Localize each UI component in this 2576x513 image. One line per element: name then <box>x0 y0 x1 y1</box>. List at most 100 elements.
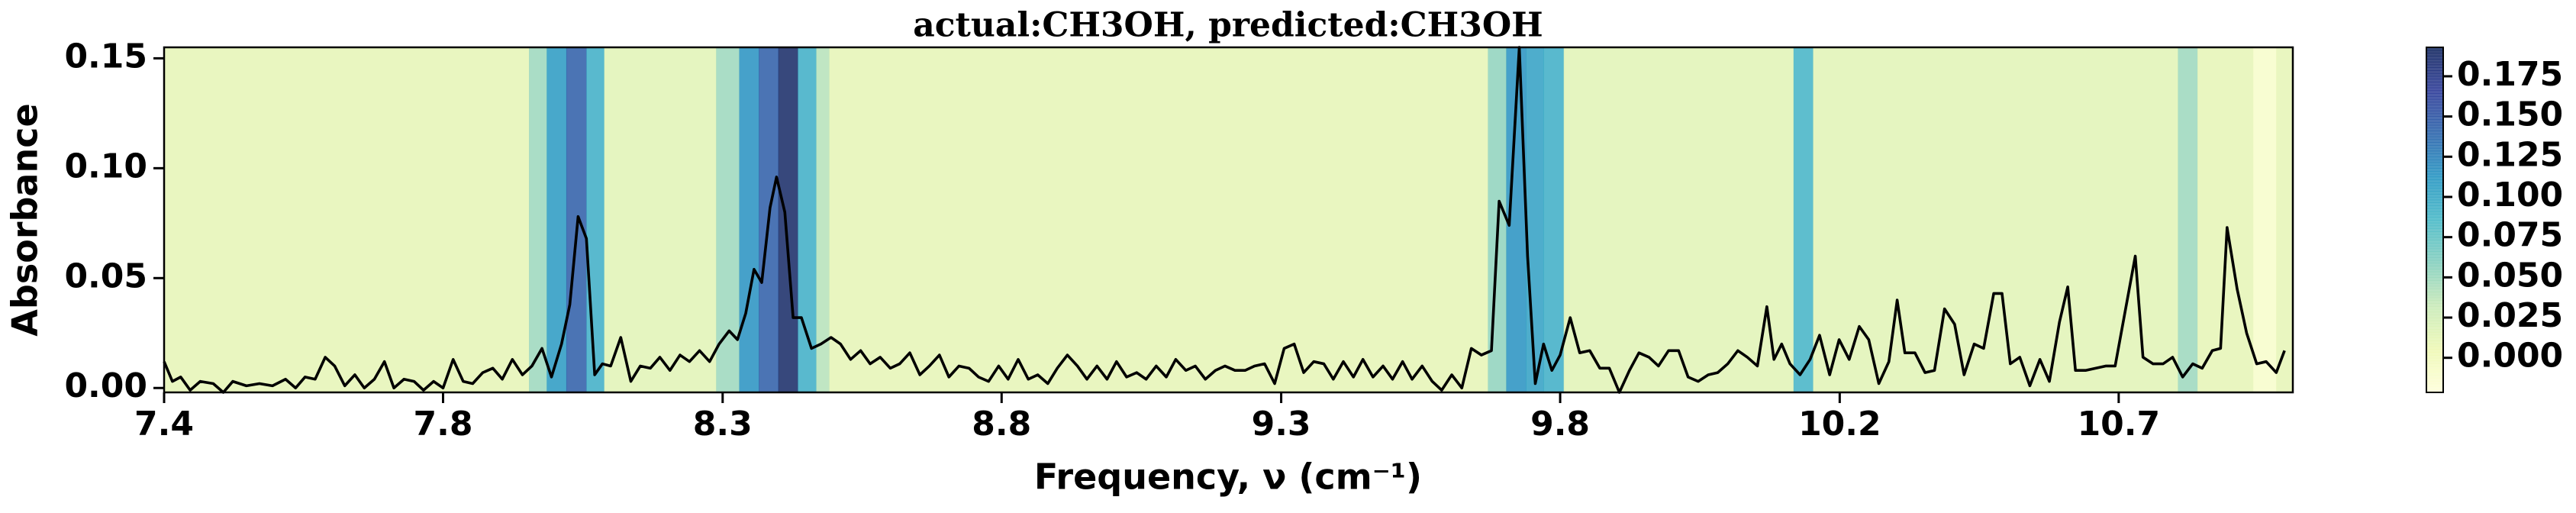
heatmap-band <box>546 47 567 392</box>
heatmap-band <box>604 47 717 392</box>
colorbar-cell <box>2426 53 2443 56</box>
colorbar-cell <box>2426 202 2443 206</box>
x-tick-label: 9.8 <box>1530 405 1590 444</box>
colorbar-cell <box>2426 147 2443 152</box>
colorbar-cell <box>2426 191 2443 195</box>
colorbar-cell <box>2426 326 2443 330</box>
colorbar-cell <box>2426 334 2443 339</box>
colorbar-cell <box>2426 165 2443 169</box>
colorbar-cell <box>2426 96 2443 100</box>
colorbar-cell <box>2426 93 2443 97</box>
colorbar-cell <box>2426 380 2443 385</box>
colorbar-cell <box>2426 145 2443 149</box>
heatmap-band <box>778 47 798 392</box>
data-line <box>163 46 2286 394</box>
colorbar-cell <box>2426 102 2443 105</box>
colorbar-cell <box>2426 108 2443 111</box>
y-tick-label: 0.15 <box>64 37 147 76</box>
colorbar-tick-label: 0.050 <box>2457 256 2563 295</box>
colorbar-cell <box>2426 222 2443 227</box>
colorbar-cell <box>2426 179 2443 183</box>
colorbar-cell <box>2426 56 2443 60</box>
colorbar-cell <box>2426 372 2443 376</box>
colorbar-cell <box>2426 142 2443 146</box>
colorbar-cell <box>2426 277 2443 281</box>
colorbar-cell <box>2426 225 2443 229</box>
heatmap-band <box>829 47 1488 392</box>
colorbar-tick-label: 0.025 <box>2457 296 2563 335</box>
colorbar-cell <box>2426 139 2443 143</box>
colorbar-cell <box>2426 289 2443 292</box>
colorbar-cell <box>2426 340 2443 344</box>
colorbar-cell <box>2426 240 2443 244</box>
colorbar-cell <box>2426 84 2443 89</box>
colorbar-cell <box>2426 329 2443 333</box>
colorbar-cell <box>2426 280 2443 284</box>
colorbar-cell <box>2426 243 2443 247</box>
colorbar-cell <box>2426 256 2443 261</box>
colorbar-cell <box>2426 211 2443 215</box>
colorbar-cell <box>2426 228 2443 232</box>
colorbar-cell <box>2426 352 2443 356</box>
colorbar-cell <box>2426 168 2443 172</box>
colorbar-cell <box>2426 196 2443 201</box>
colorbar-tick-label: 0.125 <box>2457 135 2563 174</box>
colorbar-cell <box>2426 61 2443 66</box>
colorbar-cell <box>2426 318 2443 321</box>
colorbar-cell <box>2426 315 2443 318</box>
colorbar-cell <box>2426 205 2443 209</box>
colorbar-tick-label: 0.175 <box>2457 55 2563 94</box>
colorbar-cell <box>2426 150 2443 154</box>
colorbar-tick-label: 0.000 <box>2457 337 2563 376</box>
heatmap-band <box>798 47 817 392</box>
colorbar-cell <box>2426 294 2443 298</box>
colorbar-cell <box>2426 282 2443 287</box>
colorbar-cell <box>2426 185 2443 189</box>
colorbar-cell <box>2426 176 2443 180</box>
colorbar-cell <box>2426 127 2443 131</box>
colorbar-cell <box>2426 337 2443 341</box>
colorbar-cell <box>2426 136 2443 140</box>
heatmap-band <box>1813 47 2178 392</box>
colorbar-cell <box>2426 173 2443 178</box>
colorbar-cell <box>2426 73 2443 77</box>
colorbar-cell <box>2426 64 2443 68</box>
colorbar-cell <box>2426 208 2443 212</box>
heatmap-band <box>164 47 530 392</box>
heatmap-band <box>739 47 759 392</box>
colorbar-cell <box>2426 248 2443 253</box>
heatmap-band <box>2276 47 2294 392</box>
heatmap-band <box>816 47 830 392</box>
colorbar-cell <box>2426 194 2443 198</box>
colorbar-cell <box>2426 79 2443 82</box>
colorbar-cell <box>2426 134 2443 137</box>
colorbar-tick-label: 0.075 <box>2457 216 2563 255</box>
colorbar-cell <box>2426 121 2443 126</box>
colorbar-cell <box>2426 269 2443 273</box>
x-tick-label: 8.3 <box>693 405 753 444</box>
colorbar-cell <box>2426 110 2443 115</box>
colorbar-cell <box>2426 369 2443 373</box>
colorbar-cell <box>2426 214 2443 218</box>
colorbar-cell <box>2426 363 2443 367</box>
plot-frame <box>163 46 2294 394</box>
colorbar-cell <box>2426 156 2443 160</box>
colorbar-cell <box>2426 159 2443 163</box>
colorbar-cell <box>2426 231 2443 235</box>
y-axis-label: Absorbance <box>5 103 46 336</box>
heatmap-band <box>2178 47 2198 392</box>
colorbar-frame <box>2426 47 2444 393</box>
colorbar-cell <box>2426 308 2443 313</box>
colorbar-cell <box>2426 67 2443 71</box>
y-tick-label: 0.10 <box>64 147 147 186</box>
heatmap-band <box>1526 47 1544 392</box>
colorbar-cell <box>2426 170 2443 175</box>
colorbar-cell <box>2426 320 2443 324</box>
colorbar-cell <box>2426 199 2443 203</box>
colorbar-cell <box>2426 360 2443 364</box>
colorbar-cell <box>2426 366 2443 370</box>
colorbar-cell <box>2426 220 2443 224</box>
colorbar-cell <box>2426 124 2443 129</box>
